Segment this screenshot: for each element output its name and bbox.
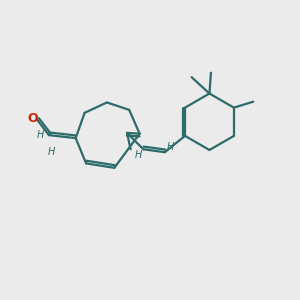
Text: H: H — [134, 150, 142, 160]
Text: H: H — [37, 130, 44, 140]
Text: H: H — [48, 147, 55, 158]
Text: O: O — [27, 112, 38, 125]
Text: H: H — [167, 142, 174, 152]
